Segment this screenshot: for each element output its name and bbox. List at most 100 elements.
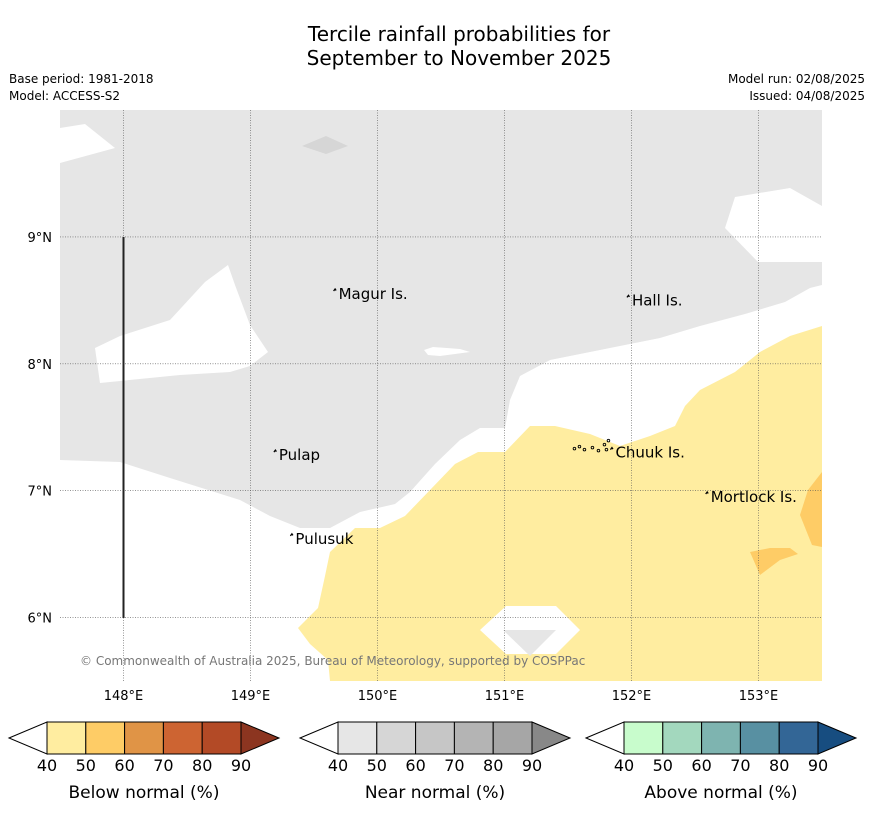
colorbar-segment <box>201 721 242 755</box>
meta-left: Base period: 1981-2018 Model: ACCESS-S2 <box>9 71 154 105</box>
colorbar-segment <box>376 721 417 755</box>
island-outline <box>606 438 611 443</box>
graticule <box>60 110 822 681</box>
place-label: Pulap <box>279 446 320 464</box>
lon-tick-label: 153°E <box>739 689 779 704</box>
colorbar-tick-label: 80 <box>769 756 789 775</box>
colorbar-tick-label: 50 <box>76 756 96 775</box>
place-label: Pulusuk <box>295 530 353 548</box>
below-normal-darker-east <box>800 472 822 547</box>
colorbar-over-extension <box>240 721 281 755</box>
island-outline <box>577 444 582 449</box>
model-run: Model run: 02/08/2025 <box>727 72 865 86</box>
copyright-notice: © Commonwealth of Australia 2025, Bureau… <box>80 654 585 668</box>
colorbar-tick-label: 40 <box>37 756 57 775</box>
place-label: Hall Is. <box>632 291 683 309</box>
colorbar-tick-label: 60 <box>691 756 711 775</box>
grey-triangle-south <box>503 630 556 656</box>
below-normal-darker-south <box>750 548 798 575</box>
colorbar-tick-label: 70 <box>153 756 173 775</box>
place-marker: Hall Is. <box>626 291 683 309</box>
place-marker: Pulap <box>273 446 320 464</box>
colorbar-segment <box>492 721 533 755</box>
colorbar-tick-label: 60 <box>405 756 425 775</box>
model-name: Model: ACCESS-S2 <box>9 89 121 103</box>
colorbar-legends: 40 50 60 70 80 90 Below normal (%) 40 50 60 70 80 90… <box>7 721 858 803</box>
lat-tick-label: 9°N <box>28 231 53 246</box>
issued-date: Issued: 04/08/2025 <box>749 89 865 103</box>
colorbar-title: Above normal (%) <box>644 783 797 803</box>
island-outline <box>333 287 337 292</box>
map-title: Tercile rainfall probabilities for Septe… <box>0 22 873 70</box>
longitude-labels: 148°E 149°E 150°E 151°E 152°E 153°E <box>104 689 779 704</box>
island-outline <box>590 445 595 450</box>
island-outline <box>596 448 601 453</box>
lat-tick-label: 6°N <box>28 612 53 627</box>
island-outline <box>572 446 577 451</box>
colorbar-segment <box>453 721 494 755</box>
colorbar: 40 50 60 70 80 90 Near normal (%) <box>298 721 572 803</box>
lon-tick-label: 151°E <box>485 689 525 704</box>
colorbar-segment <box>46 721 87 755</box>
island-outline <box>626 294 631 298</box>
island-outline <box>289 532 294 537</box>
near-normal-darker-patch <box>302 136 348 154</box>
below-normal-region <box>298 326 822 681</box>
colorbar-segment <box>415 721 455 755</box>
title-line-2: September to November 2025 <box>306 46 612 70</box>
island-outline <box>609 446 614 450</box>
colorbar-tick-label: 90 <box>522 756 542 775</box>
colorbar-segment <box>701 721 741 755</box>
place-label: Magur Is. <box>339 285 408 303</box>
colorbar-tick-label: 70 <box>730 756 750 775</box>
colorbar-segment <box>124 721 164 755</box>
latitude-labels: 6°N 7°N 8°N 9°N <box>28 231 53 627</box>
lon-tick-label: 149°E <box>231 689 271 704</box>
lat-tick-label: 7°N <box>28 485 53 500</box>
place-marker: Pulusuk <box>289 530 354 548</box>
colorbar: 40 50 60 70 80 90 Below normal (%) <box>7 721 281 803</box>
island-outline <box>705 490 709 495</box>
colorbar-tick-label: 70 <box>444 756 464 775</box>
colorbar-segment <box>739 721 780 755</box>
colorbar-tick-label: 90 <box>808 756 828 775</box>
place-label: Chuuk Is. <box>615 444 684 462</box>
colorbar-segment <box>85 721 126 755</box>
colorbar-under-extension <box>7 721 48 755</box>
colorbar-tick-label: 50 <box>653 756 673 775</box>
colorbar-tick-label: 40 <box>328 756 348 775</box>
map-area <box>60 110 822 681</box>
colorbar-segment <box>778 721 819 755</box>
place-marker: Chuuk Is. <box>609 444 685 462</box>
island-outline <box>273 449 277 453</box>
colorbar-segment <box>337 721 378 755</box>
place-labels: Magur Is. Hall Is. Pulap Chuuk Is. Mortlock … <box>273 285 797 548</box>
colorbar-title: Near normal (%) <box>365 783 505 803</box>
white-hole-small <box>424 347 470 356</box>
lon-tick-label: 150°E <box>358 689 398 704</box>
place-label: Mortlock Is. <box>711 488 797 506</box>
place-marker: Magur Is. <box>333 285 408 303</box>
colorbar-under-extension <box>298 721 339 755</box>
colorbar-over-extension <box>531 721 572 755</box>
colorbar-over-extension <box>817 721 858 755</box>
base-period: Base period: 1981-2018 <box>9 72 154 86</box>
island-outline <box>604 447 609 452</box>
colorbar-segment <box>162 721 203 755</box>
colorbar-tick-label: 40 <box>614 756 634 775</box>
island-outline <box>602 442 607 447</box>
meta-right: Model run: 02/08/2025 Issued: 04/08/2025 <box>728 71 865 105</box>
colorbar-title: Below normal (%) <box>69 783 220 803</box>
colorbar-under-extension <box>584 721 625 755</box>
title-line-1: Tercile rainfall probabilities for <box>307 22 611 46</box>
colorbar-tick-label: 50 <box>367 756 387 775</box>
colorbar-tick-label: 60 <box>114 756 134 775</box>
island-outline <box>582 447 587 452</box>
white-hole-central <box>95 265 268 383</box>
colorbar-tick-label: 80 <box>192 756 212 775</box>
place-marker: Mortlock Is. <box>705 488 797 506</box>
colorbar-segment <box>662 721 703 755</box>
colorbar-tick-label: 90 <box>231 756 251 775</box>
lon-tick-label: 152°E <box>612 689 652 704</box>
lat-tick-label: 8°N <box>28 358 53 373</box>
